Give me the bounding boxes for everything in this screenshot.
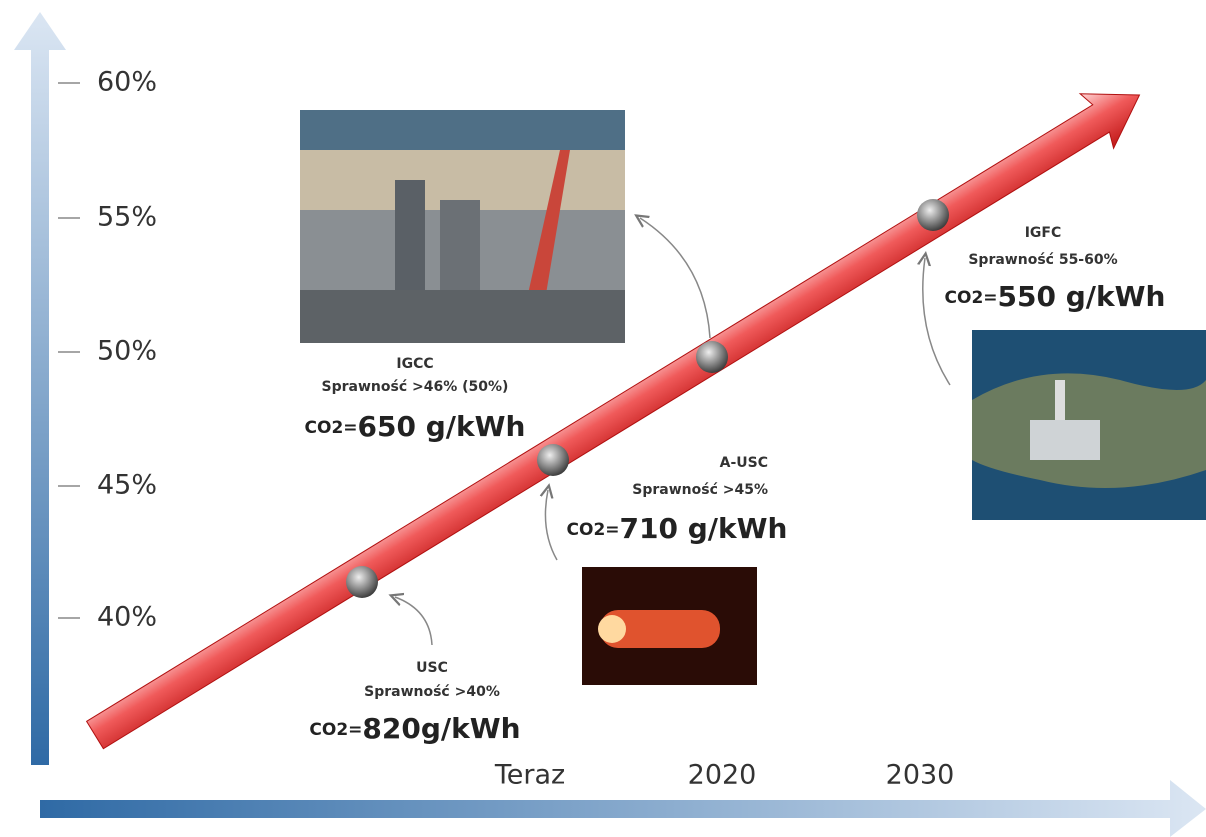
text-part: 710 g/kWh [620,512,788,545]
milestone-name: A-USC [720,455,768,471]
milestone-name: IGFC [1025,225,1062,241]
x-label: 2030 [886,760,955,791]
text-part: CO2= [567,520,620,540]
milestone-co2: CO2=650 g/kWh [305,410,526,443]
milestone-efficiency: Sprawność 55-60% [968,252,1117,268]
milestone-efficiency: Sprawność >46% (50%) [322,379,509,395]
milestone-co2: CO2=710 g/kWh [567,512,788,545]
y-axis-arrow [14,12,66,765]
y-ticks [58,82,80,619]
ausc-photo [582,567,757,685]
milestone-co2: CO2=550 g/kWh [945,280,1166,313]
milestone-name: USC [416,660,448,676]
pointers [395,218,951,646]
milestone-co2: CO2=820g/kWh [309,712,520,745]
text-part: CO2= [309,720,362,740]
milestone-marker [917,199,949,231]
milestone-efficiency: Sprawność >40% [364,684,500,700]
y-tick-label: 45% [97,470,157,501]
y-tick-label: 40% [97,602,157,633]
text-part: CO2= [945,288,998,308]
text-part: CO2= [305,418,358,438]
milestone-marker [537,444,569,476]
x-label: Teraz [494,760,565,791]
milestone-name: IGCC [396,356,433,372]
y-tick-label: 60% [97,67,157,98]
text-part: 650 g/kWh [358,410,526,443]
y-tick-label: 55% [97,202,157,233]
y-tick-label: 50% [97,336,157,367]
milestone-marker [696,341,728,373]
text-part: 820g/kWh [362,712,520,745]
milestone-marker [346,566,378,598]
x-axis-arrow [40,780,1206,837]
text-part: 550 g/kWh [998,280,1166,313]
x-label: 2020 [688,760,757,791]
milestone-efficiency: Sprawność >45% [632,482,768,498]
igcc-photo [300,110,625,343]
igfc-photo [972,330,1206,520]
